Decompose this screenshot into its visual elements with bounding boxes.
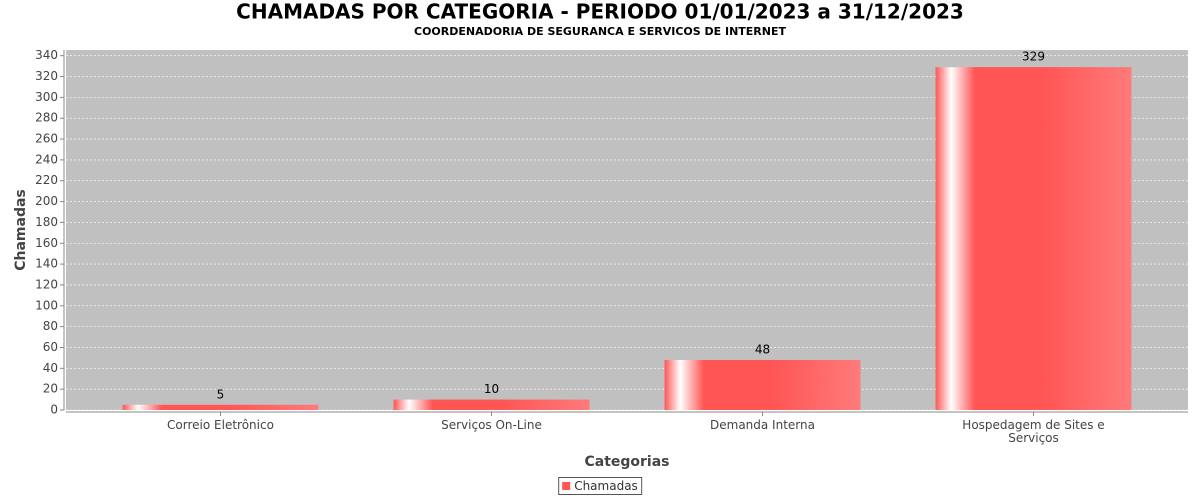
y-tick-label: 200 bbox=[35, 194, 58, 208]
bar bbox=[122, 404, 319, 410]
x-tick-label: Hospedagem de Sites e Serviços bbox=[962, 418, 1105, 445]
value-label: 5 bbox=[217, 387, 225, 401]
x-axis-title: Categorias bbox=[584, 454, 669, 470]
y-tick-label: 340 bbox=[35, 48, 58, 62]
x-tick-label: Correio Eletrônico bbox=[167, 418, 274, 432]
x-tick-label: Demanda Interna bbox=[710, 418, 815, 432]
legend: Chamadas bbox=[558, 477, 642, 495]
y-tick-label: 140 bbox=[35, 257, 58, 271]
y-tick-label: 80 bbox=[43, 319, 58, 333]
value-label: 10 bbox=[484, 382, 499, 396]
chart-subtitle: COORDENADORIA DE SEGURANCA E SERVICOS DE… bbox=[414, 25, 786, 38]
y-tick-label: 100 bbox=[35, 298, 58, 312]
y-tick-label: 280 bbox=[35, 111, 58, 125]
y-tick-label: 120 bbox=[35, 277, 58, 291]
y-tick-label: 60 bbox=[43, 340, 58, 354]
x-tick-label: Serviços On-Line bbox=[441, 418, 542, 432]
y-axis-title: Chamadas bbox=[13, 189, 29, 271]
legend-swatch bbox=[562, 482, 571, 490]
bar bbox=[935, 67, 1132, 411]
y-tick-label: 180 bbox=[35, 215, 58, 229]
y-tick-label: 40 bbox=[43, 361, 58, 375]
value-label: 48 bbox=[755, 342, 770, 356]
chart-title: CHAMADAS POR CATEGORIA - PERIODO 01/01/2… bbox=[236, 0, 964, 24]
y-tick-label: 240 bbox=[35, 152, 58, 166]
y-tick-label: 160 bbox=[35, 236, 58, 250]
y-tick-label: 20 bbox=[43, 382, 58, 396]
bar bbox=[393, 399, 590, 410]
y-tick-label: 300 bbox=[35, 90, 58, 104]
value-label: 329 bbox=[1022, 50, 1045, 64]
y-tick-label: 320 bbox=[35, 69, 58, 83]
y-tick-label: 0 bbox=[50, 403, 58, 417]
bar bbox=[664, 359, 861, 410]
y-tick-label: 260 bbox=[35, 132, 58, 146]
y-tick-label: 220 bbox=[35, 173, 58, 187]
legend-label: Chamadas bbox=[574, 479, 638, 493]
